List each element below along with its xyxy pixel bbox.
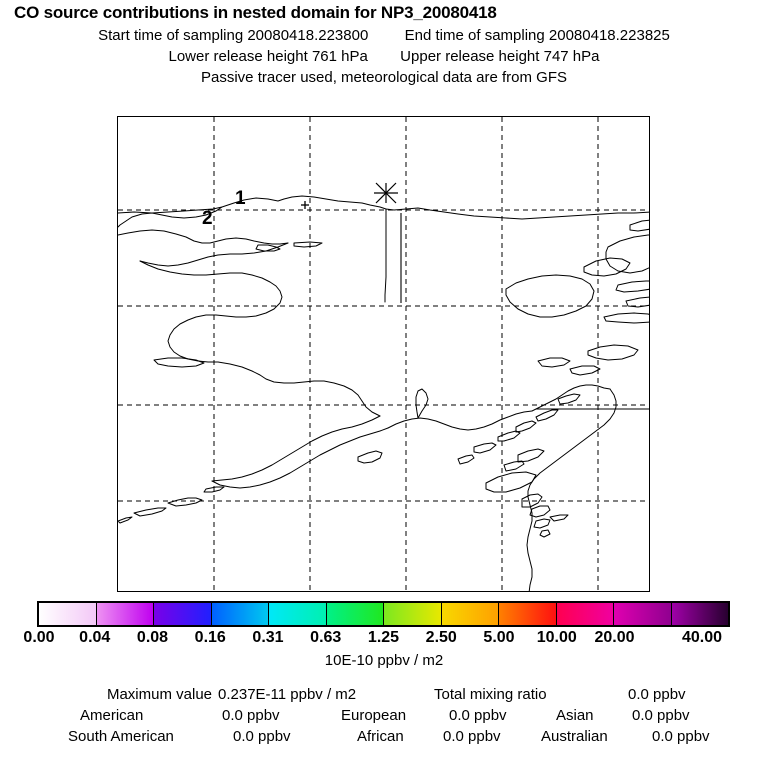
colorbar-axis-label: 10E-10 ppbv / m2 bbox=[324, 652, 444, 669]
colorbar-tick-1: 0.04 bbox=[79, 629, 111, 646]
colorbar-tick-0: 0.00 bbox=[23, 629, 55, 646]
region-label-south-american: South American bbox=[68, 728, 174, 745]
maximum-value: 0.237E-11 ppbv / m2 bbox=[218, 686, 357, 703]
region-value-south-american: 0.0 ppbv bbox=[233, 728, 291, 745]
colorbar-tick-2: 0.08 bbox=[136, 629, 169, 646]
colorbar-tick-labels: 0.00 0.04 0.08 0.16 0.31 0.63 1.25 2.50 5.00 10.0… bbox=[0, 629, 768, 649]
colorbar-tick-10: 20.00 bbox=[594, 629, 635, 646]
colorbar-segment-11 bbox=[671, 603, 728, 625]
region-label-australian: Australian bbox=[541, 728, 608, 745]
region-value-european: 0.0 ppbv bbox=[449, 707, 507, 724]
colorbar[interactable] bbox=[37, 601, 730, 627]
page-title: CO source contributions in nested domain… bbox=[14, 3, 497, 22]
lower-release-height-value: 761 hPa bbox=[311, 48, 368, 65]
colorbar-tick-11: 40.00 bbox=[681, 629, 723, 646]
statistics-footer: Maximum value 0.237E-11 ppbv / m2 Total … bbox=[0, 686, 768, 749]
footer-row-regions-1: American 0.0 ppbv European 0.0 ppbv Asia… bbox=[0, 707, 768, 728]
station-marker-1-label: 1 bbox=[235, 188, 246, 209]
colorbar-gradient-strip[interactable] bbox=[37, 601, 730, 627]
footer-row-summary: Maximum value 0.237E-11 ppbv / m2 Total … bbox=[0, 686, 768, 707]
start-time-value: 20080418.223800 bbox=[247, 27, 369, 44]
region-value-african: 0.0 ppbv bbox=[443, 728, 501, 745]
footer-row-regions-2: South American 0.0 ppbv African 0.0 ppbv… bbox=[0, 728, 768, 749]
colorbar-tick-3: 0.16 bbox=[194, 629, 226, 646]
colorbar-segment-9 bbox=[556, 603, 614, 625]
colorbar-tick-7: 2.50 bbox=[425, 629, 457, 646]
region-label-european: European bbox=[341, 707, 407, 724]
colorbar-segment-0 bbox=[39, 603, 97, 625]
total-mixing-ratio-value: 0.0 ppbv bbox=[628, 686, 686, 703]
station-markers bbox=[301, 201, 309, 209]
colorbar-segment-5 bbox=[326, 603, 384, 625]
colorbar-segment-2 bbox=[154, 603, 212, 625]
colorbar-tick-4: 0.31 bbox=[252, 629, 284, 646]
colorbar-segment-6 bbox=[384, 603, 442, 625]
colorbar-segment-3 bbox=[211, 603, 269, 625]
colorbar-segment-10 bbox=[614, 603, 672, 625]
region-value-australian: 0.0 ppbv bbox=[652, 728, 710, 745]
map-panel[interactable]: 1 2 bbox=[117, 116, 650, 592]
tracer-note: Passive tracer used, meteorological data… bbox=[201, 69, 567, 86]
colorbar-segment-8 bbox=[499, 603, 557, 625]
release-height-row: Lower release height 761 hPa Upper relea… bbox=[0, 48, 768, 65]
coastline-layer bbox=[118, 195, 649, 591]
colorbar-segment-7 bbox=[441, 603, 499, 625]
start-time-label: Start time of sampling bbox=[98, 27, 244, 44]
colorbar-tick-5: 0.63 bbox=[310, 629, 342, 646]
colorbar-segment-1 bbox=[96, 603, 154, 625]
region-label-asian: Asian bbox=[556, 707, 594, 724]
colorbar-tick-8: 5.00 bbox=[483, 629, 515, 646]
lower-release-height-label: Lower release height bbox=[168, 48, 308, 65]
region-label-american: American bbox=[80, 707, 144, 724]
region-label-african: African bbox=[357, 728, 404, 745]
map-canvas bbox=[118, 117, 649, 591]
total-mixing-ratio-label: Total mixing ratio bbox=[434, 686, 547, 703]
colorbar-tick-6: 1.25 bbox=[367, 629, 400, 646]
upper-release-height-value: 747 hPa bbox=[543, 48, 600, 65]
graticule bbox=[118, 117, 649, 591]
maximum-value-label: Maximum value bbox=[106, 686, 212, 703]
end-time-value: 20080418.223825 bbox=[548, 27, 670, 44]
region-value-asian: 0.0 ppbv bbox=[632, 707, 690, 724]
header-block: CO source contributions in nested domain… bbox=[0, 0, 768, 86]
end-time-label: End time of sampling bbox=[404, 27, 545, 44]
upper-release-height-label: Upper release height bbox=[400, 48, 540, 65]
colorbar-tick-9: 10.00 bbox=[536, 629, 577, 646]
station-marker-2-label: 2 bbox=[202, 208, 213, 229]
colorbar-segment-4 bbox=[269, 603, 327, 625]
sampling-time-row: Start time of sampling 20080418.223800 E… bbox=[0, 27, 768, 44]
region-value-american: 0.0 ppbv bbox=[222, 707, 280, 724]
release-point-asterisk bbox=[374, 182, 398, 204]
